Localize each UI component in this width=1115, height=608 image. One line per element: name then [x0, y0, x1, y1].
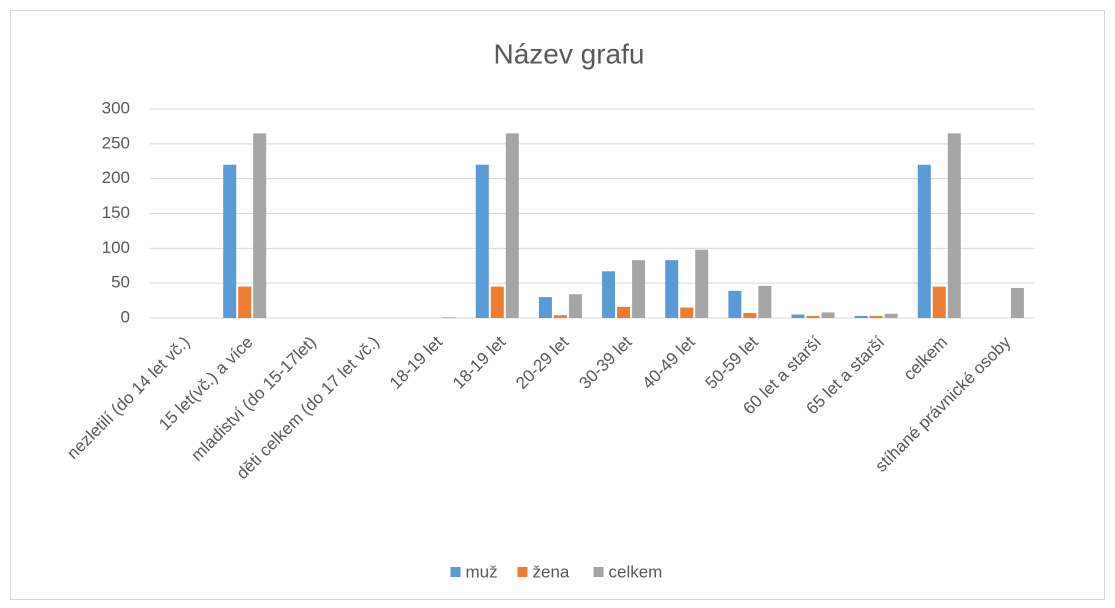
bar: [475, 164, 489, 318]
bar: [538, 297, 552, 318]
bar: [884, 313, 898, 318]
bar: [854, 315, 868, 318]
legend-swatch: [517, 567, 528, 577]
bar: [791, 314, 805, 318]
bar: [617, 306, 631, 318]
bar: [253, 133, 267, 318]
bar: [223, 164, 237, 318]
bar: [238, 286, 252, 318]
bar: [728, 290, 742, 318]
bar: [505, 133, 519, 318]
legend-swatch: [593, 567, 604, 577]
y-tick-label: 100: [102, 238, 130, 257]
y-tick-label: 0: [121, 307, 130, 326]
bar: [490, 286, 504, 318]
bar: [947, 133, 961, 318]
bar: [602, 271, 616, 318]
bar: [665, 260, 679, 318]
bar: [806, 315, 820, 318]
legend-label: celkem: [609, 562, 663, 581]
bar: [442, 317, 456, 318]
bar: [869, 315, 883, 318]
legend-label: muž: [466, 562, 498, 581]
y-tick-label: 50: [111, 273, 130, 292]
bar: [758, 285, 772, 318]
bar: [917, 164, 931, 318]
y-tick-label: 300: [102, 98, 130, 117]
bar: [632, 260, 646, 318]
legend-label: žena: [533, 562, 570, 581]
bar: [932, 286, 946, 318]
y-tick-label: 150: [102, 203, 130, 222]
bar: [821, 312, 835, 318]
chart-title: Název grafu: [494, 38, 645, 69]
bar: [1010, 288, 1024, 318]
bar: [680, 307, 694, 318]
legend-swatch: [450, 567, 461, 577]
bar: [743, 313, 757, 318]
bar: [695, 249, 709, 318]
bar: [553, 315, 567, 318]
y-tick-label: 200: [102, 168, 130, 187]
bar: [568, 294, 582, 318]
y-tick-label: 250: [102, 133, 130, 152]
